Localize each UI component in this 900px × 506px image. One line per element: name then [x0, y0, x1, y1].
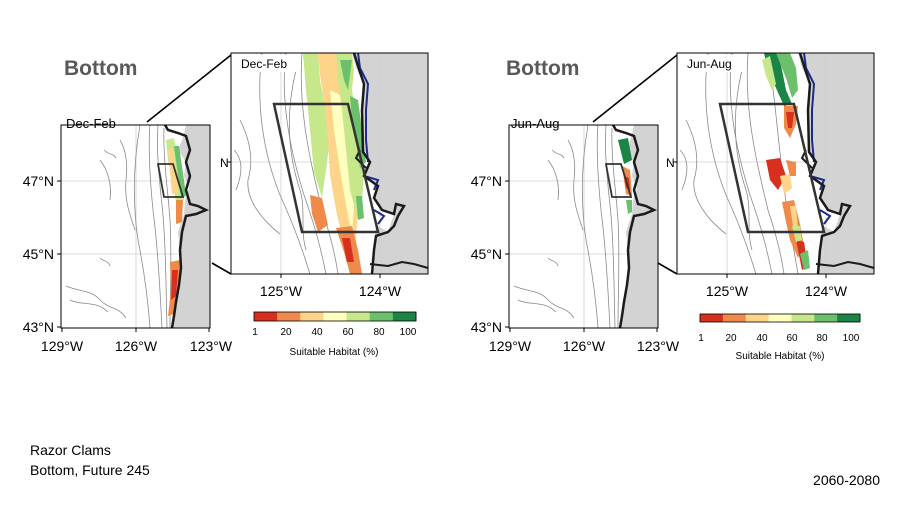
colorbar: 1 20 40 60 80 100 Suitable Habitat (%)	[252, 311, 417, 358]
colorbar-segment	[745, 314, 770, 322]
colorbar-tick-60: 60	[342, 327, 354, 338]
zoom-extent-box	[156, 163, 185, 198]
colorbar-tick-40: 40	[311, 327, 323, 338]
zoom-extent-box	[604, 163, 633, 198]
lat-label-43: 43°N	[23, 319, 54, 335]
coastline	[352, 52, 406, 275]
colorbar-segment	[346, 312, 371, 321]
colorbar-tick-20: 20	[280, 327, 292, 338]
lon-label-123: 123°W	[637, 338, 680, 354]
footer-caption: Razor Clams Bottom, Future 245	[30, 440, 150, 480]
colorbar-tick-1: 1	[252, 327, 258, 338]
coastline	[611, 124, 658, 329]
panel-jun-aug: Bottom	[471, 52, 875, 362]
colorbar-label: Suitable Habitat (%)	[736, 351, 825, 362]
panel-dec-feb: Bottom	[23, 52, 429, 358]
zoom-map	[227, 52, 429, 278]
zoom-lat-label-fragment: N	[666, 156, 675, 170]
zoom-connector-bottom	[211, 262, 232, 275]
zoom-frame	[230, 52, 429, 275]
colorbar-segment	[323, 312, 348, 321]
colorbar-segment	[791, 314, 815, 322]
lat-label-45: 45°N	[23, 246, 54, 262]
season-label-small: Dec-Feb	[66, 116, 116, 131]
land-area	[620, 125, 658, 328]
scenario-label: Bottom, Future 245	[30, 462, 150, 478]
lat-label-43: 43°N	[471, 319, 502, 335]
overview-map	[57, 124, 211, 332]
colorbar-segment	[369, 312, 394, 321]
species-label: Razor Clams	[30, 442, 111, 458]
colorbar-segment	[837, 314, 861, 322]
zoom-lon-label-125: 125°W	[706, 283, 749, 299]
overview-map	[505, 124, 659, 332]
colorbar-segment	[768, 314, 792, 322]
lat-label-47: 47°N	[23, 173, 54, 189]
zoom-connector-top	[592, 54, 678, 123]
season-label-zoom: Jun-Aug	[687, 57, 732, 71]
period-label: 2060-2080	[813, 472, 880, 488]
zoom-lat-label-fragment: N	[220, 156, 229, 170]
lon-label-126: 126°W	[115, 338, 158, 354]
colorbar-segment	[700, 314, 724, 322]
panel-heading: Bottom	[506, 57, 579, 80]
land-area	[352, 53, 428, 274]
zoom-connector-bottom	[657, 262, 678, 275]
colorbar: 1 20 40 60 80 100 Suitable Habitat (%)	[698, 313, 861, 362]
zoom-lon-label-124: 124°W	[805, 283, 848, 299]
zoom-lon-label-124: 124°W	[359, 283, 402, 299]
lon-label-123: 123°W	[190, 338, 233, 354]
lat-label-47: 47°N	[471, 173, 502, 189]
zoom-frame	[676, 52, 875, 275]
season-label-small: Jun-Aug	[511, 116, 559, 131]
colorbar-tick-1: 1	[698, 333, 704, 344]
colorbar-tick-100: 100	[400, 327, 417, 338]
zoom-extent-box	[718, 102, 826, 234]
colorbar-segment	[814, 314, 838, 322]
colorbar-label: Suitable Habitat (%)	[290, 347, 379, 358]
colorbar-tick-40: 40	[756, 333, 768, 344]
zoom-lon-label-125: 125°W	[260, 283, 303, 299]
lon-label-126: 126°W	[563, 338, 606, 354]
lon-label-129: 129°W	[41, 338, 84, 354]
land-area	[172, 125, 210, 328]
colorbar-tick-20: 20	[725, 333, 737, 344]
lon-label-129: 129°W	[489, 338, 532, 354]
season-label-zoom: Dec-Feb	[241, 57, 287, 71]
coastline	[163, 124, 210, 329]
colorbar-tick-80: 80	[816, 333, 828, 344]
colorbar-segment	[392, 312, 417, 321]
colorbar-segment	[254, 312, 278, 321]
zoom-map	[673, 52, 875, 278]
colorbar-segment	[722, 314, 747, 322]
zoom-connector-top	[146, 54, 232, 123]
lat-label-45: 45°N	[471, 246, 502, 262]
land-area	[798, 53, 874, 274]
panel-heading: Bottom	[64, 57, 137, 80]
colorbar-segment	[277, 312, 301, 321]
colorbar-tick-60: 60	[786, 333, 798, 344]
colorbar-tick-80: 80	[373, 327, 385, 338]
zoom-extent-box	[272, 102, 380, 234]
colorbar-tick-100: 100	[843, 333, 860, 344]
coastline	[798, 52, 852, 275]
colorbar-segment	[300, 312, 324, 321]
